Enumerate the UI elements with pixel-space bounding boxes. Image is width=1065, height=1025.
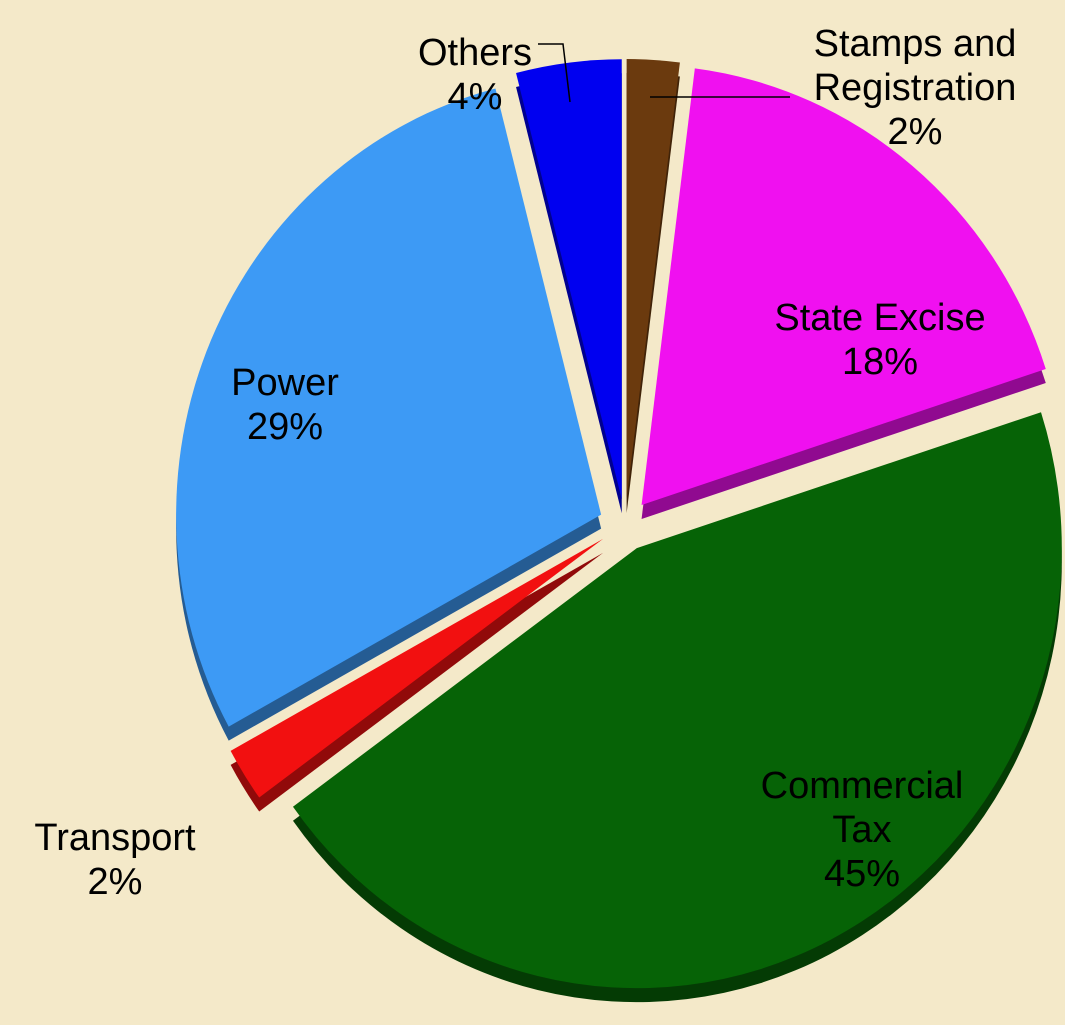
slice-label: Others 4% xyxy=(395,31,555,119)
slice-label: Power 29% xyxy=(185,361,385,449)
slice xyxy=(516,59,622,500)
slice xyxy=(176,88,602,727)
slice-label: Transport 2% xyxy=(5,816,225,904)
slice xyxy=(292,412,1062,989)
value-label: 45% xyxy=(823,853,901,895)
value-label: 2% xyxy=(887,111,943,153)
slice-label: Commercial Tax 45% xyxy=(742,764,982,896)
slice xyxy=(641,68,1046,505)
category-label: State Excise xyxy=(774,297,986,339)
category-label: Others xyxy=(417,32,533,74)
slice-label: State Excise 18% xyxy=(730,296,1030,384)
leader-line xyxy=(538,43,571,103)
slice xyxy=(230,538,604,798)
category-label: Transport xyxy=(34,817,196,859)
value-label: 29% xyxy=(246,406,324,448)
category-label: Commercial Tax xyxy=(760,765,964,851)
category-label: Stamps and Registration xyxy=(813,23,1017,109)
value-label: 18% xyxy=(841,341,919,383)
slice-label: Stamps and Registration 2% xyxy=(785,22,1045,154)
value-label: 4% xyxy=(447,76,503,118)
category-label: Power xyxy=(231,362,339,404)
slices xyxy=(176,59,1062,1003)
slice xyxy=(626,59,680,500)
value-label: 2% xyxy=(87,861,143,903)
